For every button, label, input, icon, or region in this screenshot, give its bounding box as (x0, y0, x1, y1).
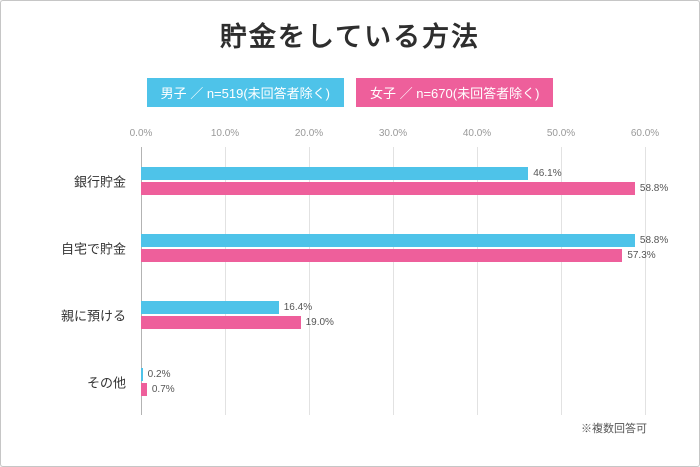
bar-value-label: 58.8% (639, 234, 669, 246)
gridline (645, 147, 646, 415)
category-label: 銀行貯金 (73, 174, 126, 189)
x-tick-label: 40.0% (462, 128, 492, 139)
bar-value-label: 58.8% (639, 182, 669, 194)
category-label: 親に預ける (60, 308, 126, 323)
bar-track: 0.7% (141, 382, 645, 396)
chart-title: 貯金をしている方法 (219, 22, 481, 52)
legend-male: 男子 ／ n=519(未回答者除く) (146, 78, 344, 107)
bar-male (141, 300, 279, 314)
bar-value-label: 57.3% (627, 249, 656, 261)
bar-track: 0.2% (141, 367, 645, 381)
legend: 男子 ／ n=519(未回答者除く) 女子 ／ n=670(未回答者除く) (1, 78, 699, 107)
bar-male (141, 166, 529, 180)
footnote: ※複数回答可 (581, 423, 647, 435)
category-row: 親に預ける 16.4% 19.0% (61, 281, 645, 348)
bar-value-label: 46.1% (533, 167, 562, 179)
bar-track: 19.0% (141, 315, 645, 329)
x-tick-label: 20.0% (294, 128, 324, 139)
bar-value-label: 0.2% (147, 368, 171, 380)
gridline (477, 147, 478, 415)
bar-track: 58.8% (141, 233, 668, 247)
bar-value-label: 16.4% (283, 301, 313, 313)
axis-zero-line (141, 147, 142, 415)
x-tick-label: 0.0% (129, 128, 153, 139)
x-tick-label: 50.0% (546, 128, 576, 139)
bar-female (141, 248, 623, 262)
category-row: 銀行貯金 46.1% 58.8% (74, 147, 668, 214)
bar-male (141, 233, 635, 247)
bar-track: 58.8% (141, 181, 668, 195)
bar-value-label: 0.7% (151, 383, 175, 395)
x-tick-label: 60.0% (630, 128, 660, 139)
legend-female: 女子 ／ n=670(未回答者除く) (356, 78, 554, 107)
bar-female (141, 181, 635, 195)
category-row: その他 0.2% 0.7% (87, 348, 645, 415)
bar-rows: 銀行貯金 46.1% 58.8% 自宅で貯金 58.8% 57.3% 親に預ける 16.4% 1… (61, 147, 668, 415)
bar-track: 57.3% (141, 248, 656, 262)
bar-female (141, 315, 301, 329)
bar-track: 16.4% (141, 300, 645, 314)
gridline (561, 147, 562, 415)
category-label: 自宅で貯金 (60, 241, 126, 256)
gridline (309, 147, 310, 415)
x-tick-label: 10.0% (210, 128, 240, 139)
bar-track: 46.1% (141, 166, 645, 180)
category-label: その他 (86, 375, 126, 390)
bar-value-label: 19.0% (305, 316, 334, 328)
category-row: 自宅で貯金 58.8% 57.3% (61, 214, 668, 281)
gridline (393, 147, 394, 415)
bar-female (141, 382, 147, 396)
x-tick-label: 30.0% (378, 128, 408, 139)
bar-chart-plot: 0.0% 10.0% 20.0% 30.0% 40.0% 50.0% 60.0% 銀行貯金 46… (61, 128, 668, 415)
bar-male (141, 367, 143, 381)
gridline (225, 147, 226, 415)
